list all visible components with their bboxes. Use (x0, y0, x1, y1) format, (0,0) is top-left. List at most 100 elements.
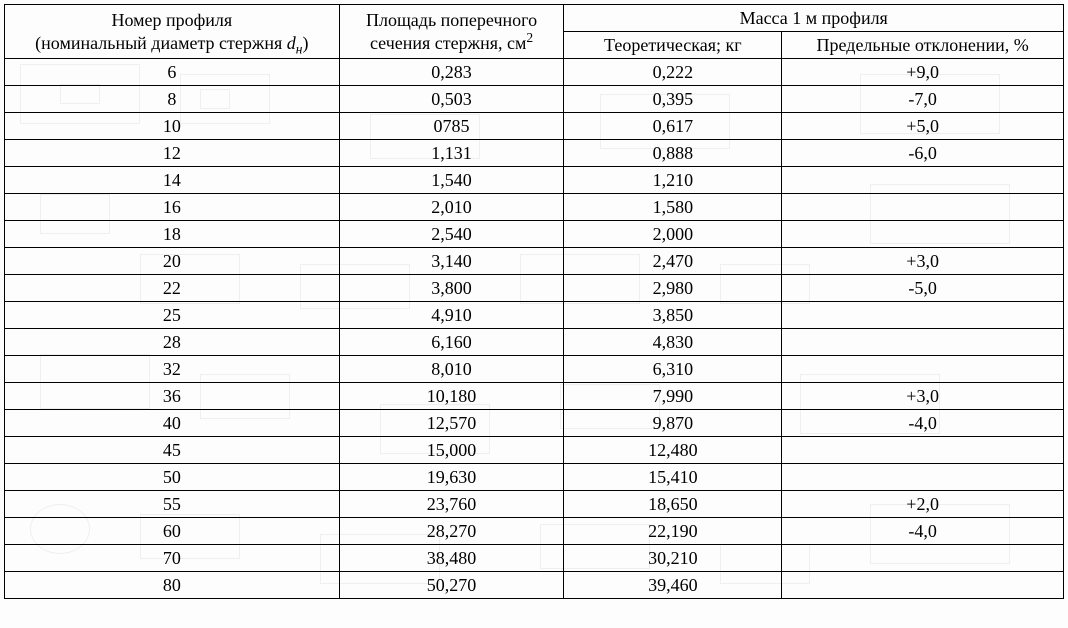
cell-profile: 45 (5, 437, 340, 464)
cell-mass: 22,190 (564, 518, 782, 545)
cell-area: 1,131 (339, 140, 564, 167)
table-row: 162,0101,580 (5, 194, 1064, 221)
cell-profile: 55 (5, 491, 340, 518)
header-profile: Номер профиля (номинальный диаметр стерж… (5, 5, 340, 59)
cell-mass: 2,470 (564, 248, 782, 275)
cell-profile: 16 (5, 194, 340, 221)
table-row: 4515,00012,480 (5, 437, 1064, 464)
cell-area: 12,570 (339, 410, 564, 437)
header-area-line1: Площадь поперечного (366, 10, 537, 30)
cell-deviation (782, 437, 1064, 464)
cell-deviation (782, 572, 1064, 599)
cell-profile: 25 (5, 302, 340, 329)
cell-mass: 7,990 (564, 383, 782, 410)
cell-mass: 0,395 (564, 86, 782, 113)
cell-profile: 60 (5, 518, 340, 545)
cell-deviation: +5,0 (782, 113, 1064, 140)
table-header: Номер профиля (номинальный диаметр стерж… (5, 5, 1064, 59)
cell-profile: 28 (5, 329, 340, 356)
table-row: 223,8002,980-5,0 (5, 275, 1064, 302)
cell-profile: 32 (5, 356, 340, 383)
cell-profile: 50 (5, 464, 340, 491)
cell-area: 2,540 (339, 221, 564, 248)
cell-deviation: -6,0 (782, 140, 1064, 167)
cell-mass: 1,210 (564, 167, 782, 194)
table-row: 7038,48030,210 (5, 545, 1064, 572)
table-row: 286,1604,830 (5, 329, 1064, 356)
cell-area: 0785 (339, 113, 564, 140)
cell-profile: 80 (5, 572, 340, 599)
table-row: 6028,27022,190-4,0 (5, 518, 1064, 545)
table-row: 8050,27039,460 (5, 572, 1064, 599)
cell-mass: 6,310 (564, 356, 782, 383)
cell-profile: 10 (5, 113, 340, 140)
table-row: 3610,1807,990+3,0 (5, 383, 1064, 410)
cell-deviation: +3,0 (782, 383, 1064, 410)
cell-area: 50,270 (339, 572, 564, 599)
cell-deviation: -7,0 (782, 86, 1064, 113)
table-row: 5523,76018,650+2,0 (5, 491, 1064, 518)
cell-deviation (782, 545, 1064, 572)
cell-area: 2,010 (339, 194, 564, 221)
cell-deviation: -4,0 (782, 518, 1064, 545)
cell-mass: 1,580 (564, 194, 782, 221)
cell-mass: 0,222 (564, 59, 782, 86)
cell-deviation (782, 329, 1064, 356)
cell-deviation: +9,0 (782, 59, 1064, 86)
cell-mass: 12,480 (564, 437, 782, 464)
cell-area: 6,160 (339, 329, 564, 356)
cell-area: 3,800 (339, 275, 564, 302)
cell-area: 38,480 (339, 545, 564, 572)
table-row: 1007850,617+5,0 (5, 113, 1064, 140)
table-row: 328,0106,310 (5, 356, 1064, 383)
cell-deviation (782, 194, 1064, 221)
header-mass-theoretical: Теоретическая; кг (564, 32, 782, 59)
cell-mass: 30,210 (564, 545, 782, 572)
cell-mass: 0,617 (564, 113, 782, 140)
cell-area: 0,503 (339, 86, 564, 113)
header-area-sup: 2 (526, 30, 533, 45)
table-row: 80,5030,395-7,0 (5, 86, 1064, 113)
header-profile-symbol: d (287, 33, 296, 53)
cell-profile: 20 (5, 248, 340, 275)
cell-deviation (782, 464, 1064, 491)
table-row: 141,5401,210 (5, 167, 1064, 194)
cell-profile: 14 (5, 167, 340, 194)
cell-deviation: -4,0 (782, 410, 1064, 437)
header-profile-line2-pre: (номинальный диаметр стержня (35, 33, 287, 53)
cell-area: 8,010 (339, 356, 564, 383)
cell-area: 0,283 (339, 59, 564, 86)
header-mass-deviation: Предельные отклонении, % (782, 32, 1064, 59)
cell-mass: 18,650 (564, 491, 782, 518)
cell-area: 4,910 (339, 302, 564, 329)
cell-mass: 3,850 (564, 302, 782, 329)
cell-deviation: +2,0 (782, 491, 1064, 518)
cell-area: 19,630 (339, 464, 564, 491)
cell-mass: 15,410 (564, 464, 782, 491)
cell-area: 28,270 (339, 518, 564, 545)
table-row: 182,5402,000 (5, 221, 1064, 248)
cell-deviation: +3,0 (782, 248, 1064, 275)
cell-profile: 18 (5, 221, 340, 248)
cell-area: 23,760 (339, 491, 564, 518)
cell-mass: 39,460 (564, 572, 782, 599)
header-profile-line1: Номер профиля (111, 10, 232, 30)
table-row: 121,1310,888-6,0 (5, 140, 1064, 167)
cell-profile: 40 (5, 410, 340, 437)
cell-deviation: -5,0 (782, 275, 1064, 302)
table-row: 4012,5709,870-4,0 (5, 410, 1064, 437)
cell-area: 3,140 (339, 248, 564, 275)
cell-profile: 70 (5, 545, 340, 572)
table-row: 60,2830,222+9,0 (5, 59, 1064, 86)
header-mass-span: Масса 1 м профиля (564, 5, 1064, 32)
header-area-line2: сечения стержня, см (370, 33, 526, 53)
cell-area: 1,540 (339, 167, 564, 194)
cell-deviation (782, 167, 1064, 194)
table-row: 203,1402,470+3,0 (5, 248, 1064, 275)
cell-deviation (782, 356, 1064, 383)
cell-profile: 36 (5, 383, 340, 410)
cell-deviation (782, 221, 1064, 248)
cell-profile: 22 (5, 275, 340, 302)
cell-mass: 9,870 (564, 410, 782, 437)
table-row: 5019,63015,410 (5, 464, 1064, 491)
